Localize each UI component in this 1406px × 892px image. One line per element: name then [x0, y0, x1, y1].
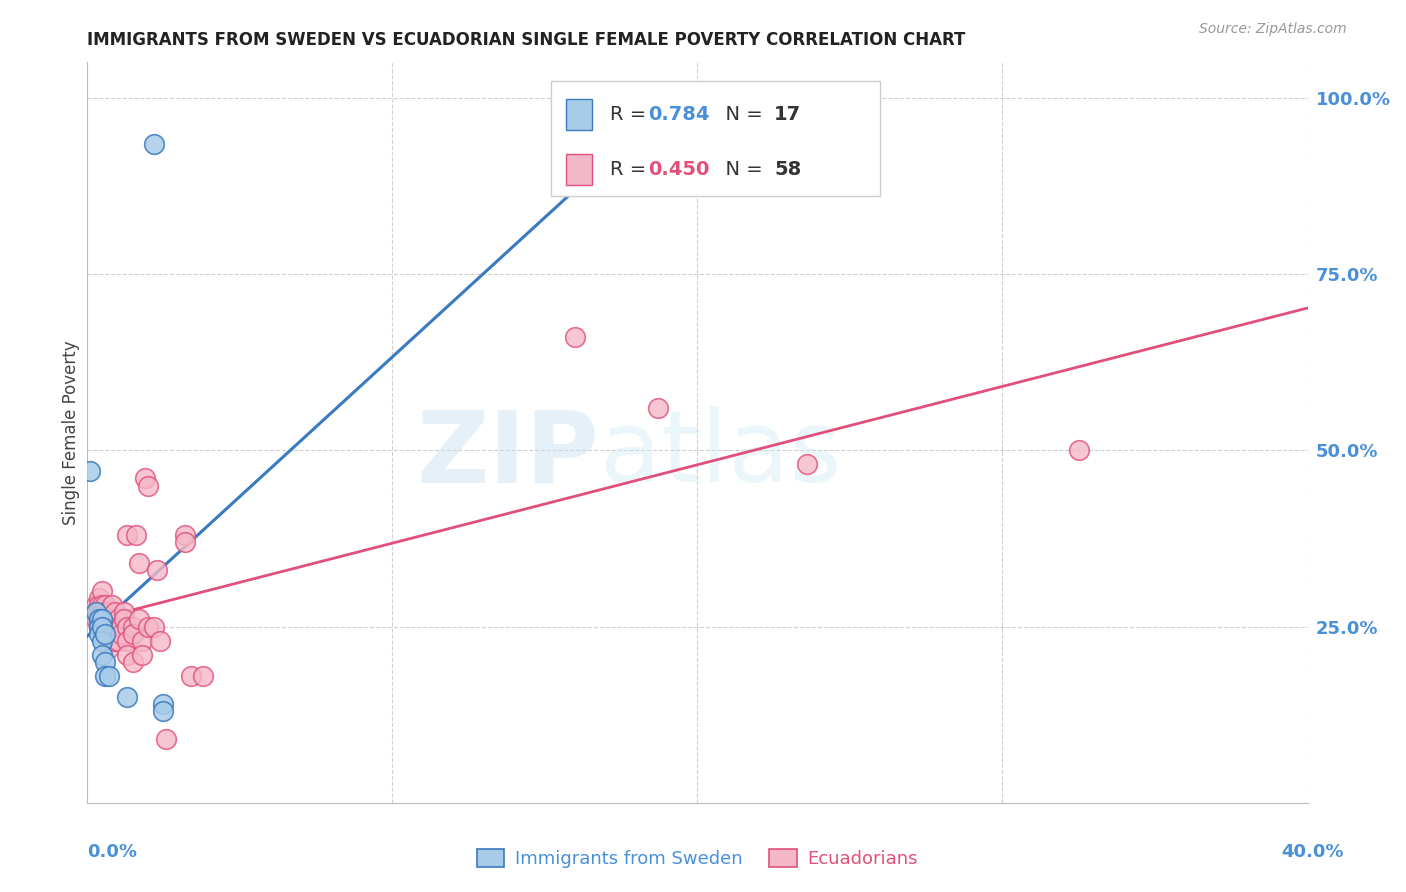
Point: [128, 612, 150, 626]
Point: [89, 619, 111, 633]
Point: [97, 669, 120, 683]
Point: [131, 648, 153, 662]
Point: [97, 619, 120, 633]
Text: 0.450: 0.450: [648, 161, 710, 179]
Text: IMMIGRANTS FROM SWEDEN VS ECUADORIAN SINGLE FEMALE POVERTY CORRELATION CHART: IMMIGRANTS FROM SWEDEN VS ECUADORIAN SIN…: [87, 31, 966, 49]
Point: [122, 655, 145, 669]
Point: [173, 535, 195, 549]
Point: [94, 669, 117, 683]
Point: [180, 669, 202, 683]
Legend: Immigrants from Sweden, Ecuadorians: Immigrants from Sweden, Ecuadorians: [470, 841, 925, 875]
Text: ZIP: ZIP: [416, 407, 600, 503]
Point: [564, 330, 586, 344]
FancyBboxPatch shape: [565, 154, 592, 186]
Point: [91, 584, 114, 599]
Point: [128, 556, 150, 570]
Point: [94, 599, 117, 613]
Point: [97, 640, 120, 655]
Point: [146, 563, 169, 577]
Point: [112, 606, 135, 620]
Point: [110, 619, 132, 633]
Point: [104, 619, 127, 633]
Point: [107, 633, 129, 648]
Point: [89, 612, 111, 626]
Point: [89, 626, 111, 640]
Point: [112, 612, 135, 626]
Point: [134, 471, 156, 485]
Text: R =: R =: [610, 161, 652, 179]
Point: [1067, 443, 1090, 458]
Point: [131, 633, 153, 648]
Point: [149, 633, 172, 648]
Text: R =: R =: [610, 104, 652, 124]
Text: 40.0%: 40.0%: [1282, 843, 1344, 861]
Point: [155, 732, 177, 747]
Point: [91, 612, 114, 626]
FancyBboxPatch shape: [551, 81, 880, 195]
Point: [79, 464, 101, 478]
Y-axis label: Single Female Poverty: Single Female Poverty: [62, 341, 80, 524]
Point: [143, 136, 166, 151]
Point: [94, 626, 117, 640]
Point: [100, 612, 122, 626]
Text: 0.0%: 0.0%: [87, 843, 138, 861]
Point: [115, 528, 138, 542]
Text: N =: N =: [713, 104, 769, 124]
Point: [91, 606, 114, 620]
Point: [91, 619, 114, 633]
Point: [86, 606, 108, 620]
Point: [91, 648, 114, 662]
Text: 0.784: 0.784: [648, 104, 710, 124]
Point: [115, 648, 138, 662]
Point: [136, 619, 159, 633]
Point: [89, 599, 111, 613]
Point: [104, 633, 127, 648]
Point: [91, 612, 114, 626]
Point: [86, 599, 108, 613]
Point: [89, 591, 111, 606]
Point: [115, 619, 138, 633]
Point: [122, 626, 145, 640]
Point: [152, 697, 174, 711]
Point: [86, 606, 108, 620]
Point: [94, 606, 117, 620]
Point: [796, 458, 818, 472]
Point: [89, 606, 111, 620]
Point: [136, 478, 159, 492]
Point: [115, 690, 138, 704]
Point: [110, 626, 132, 640]
Text: 17: 17: [775, 104, 801, 124]
Point: [115, 633, 138, 648]
Point: [94, 655, 117, 669]
Point: [94, 612, 117, 626]
Point: [86, 612, 108, 626]
Point: [89, 612, 111, 626]
Point: [91, 633, 114, 648]
Point: [107, 619, 129, 633]
Point: [173, 528, 195, 542]
Point: [152, 704, 174, 718]
Text: N =: N =: [713, 161, 769, 179]
Point: [647, 401, 669, 415]
Point: [125, 528, 148, 542]
Text: 58: 58: [775, 161, 801, 179]
FancyBboxPatch shape: [565, 99, 592, 130]
Point: [97, 612, 120, 626]
Point: [122, 619, 145, 633]
Point: [107, 612, 129, 626]
Text: atlas: atlas: [600, 407, 841, 503]
Point: [97, 606, 120, 620]
Point: [104, 606, 127, 620]
Point: [143, 619, 166, 633]
Point: [191, 669, 214, 683]
Point: [89, 619, 111, 633]
Text: Source: ZipAtlas.com: Source: ZipAtlas.com: [1199, 22, 1347, 37]
Point: [91, 599, 114, 613]
Point: [100, 599, 122, 613]
